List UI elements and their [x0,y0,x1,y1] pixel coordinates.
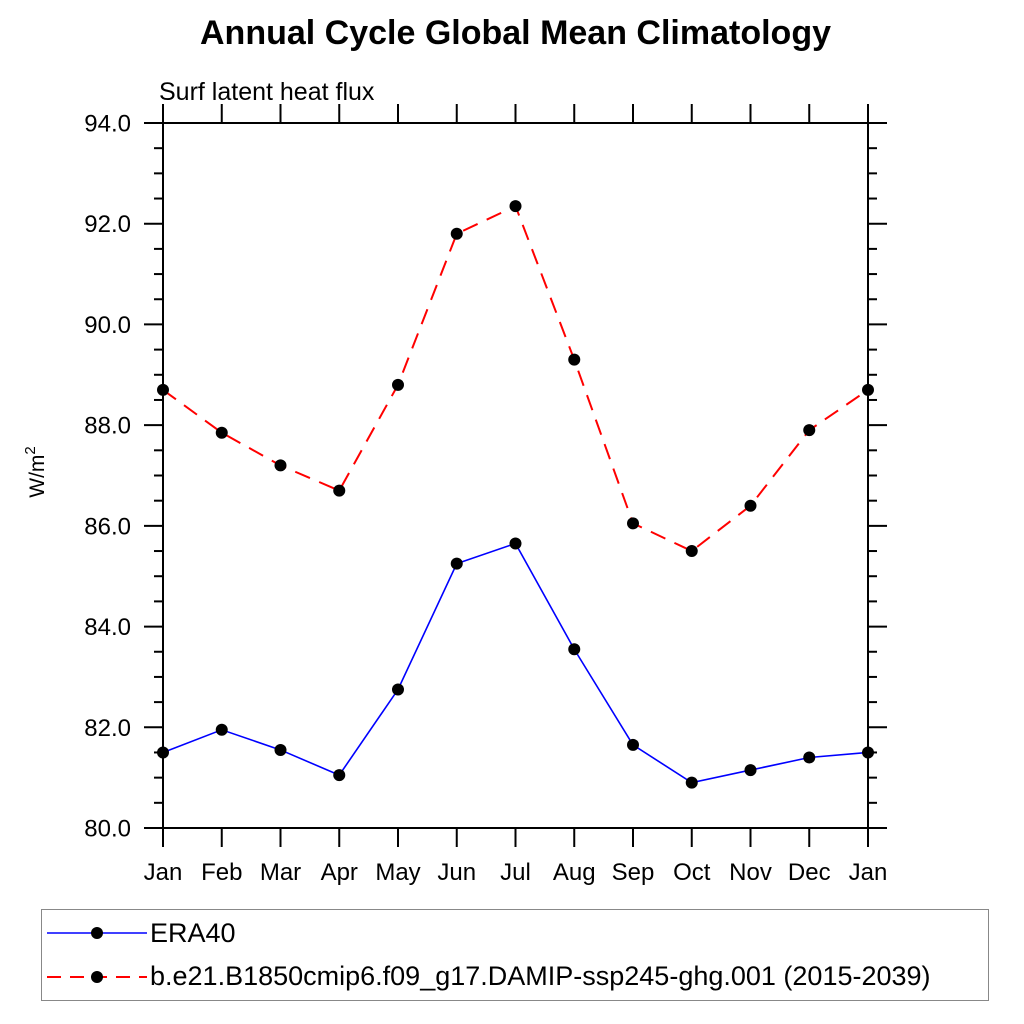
legend-line-sample-era40 [45,924,149,942]
x-axis-ticks: Jan Feb Mar Apr May Jun Jul Aug Sep Oct Nov Dec Jan [144,104,888,886]
x-tick-label: Sep [612,859,655,886]
y-tick-label: 82.0 [84,715,131,742]
series-markers-1 [157,200,874,558]
x-tick-label: Nov [729,859,772,886]
x-tick-label: Aug [553,859,596,886]
y-tick-label: 88.0 [84,413,131,440]
x-tick-label: Dec [788,859,831,886]
y-tick-label: 86.0 [84,513,131,540]
x-tick-label: Jul [500,859,531,886]
y-axis-unit-label: W/m2 [22,446,49,498]
y-tick-label: 90.0 [84,312,131,339]
x-tick-label: May [375,859,420,886]
y-tick-label: 84.0 [84,614,131,641]
x-tick-label: Feb [201,859,242,886]
y-axis-ticks: 80.0 82.0 84.0 86.0 88.0 90.0 92.0 94.0 [84,111,887,843]
legend-box: ERA40 b.e21.B1850cmip6.f09_g17.DAMIP-ssp… [41,909,989,1001]
legend-line-sample-model [45,968,149,986]
x-tick-label: Jan [849,859,888,886]
x-tick-label: Jun [437,859,476,886]
y-tick-label: 80.0 [84,816,131,843]
series-markers-0 [157,537,874,789]
x-tick-label: Oct [673,859,711,886]
legend-entry-model: b.e21.B1850cmip6.f09_g17.DAMIP-ssp245-gh… [45,957,988,997]
series-line-1 [162,204,869,553]
y-tick-label: 94.0 [84,111,131,138]
series-line-0 [162,542,869,784]
x-tick-label: Apr [321,859,358,886]
chart-subtitle: Surf latent heat flux [159,78,375,106]
legend-entry-era40: ERA40 [45,913,988,953]
legend-label-era40: ERA40 [150,917,236,948]
y-tick-label: 92.0 [84,211,131,238]
legend-label-model: b.e21.B1850cmip6.f09_g17.DAMIP-ssp245-gh… [150,961,931,992]
chart-title: Annual Cycle Global Mean Climatology [200,14,831,52]
axis-frame [162,122,869,829]
x-tick-label: Mar [260,859,301,886]
x-tick-label: Jan [144,859,183,886]
